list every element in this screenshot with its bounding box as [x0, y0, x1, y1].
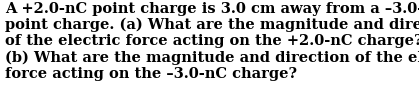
Text: A +2.0-nC point charge is 3.0 cm away from a –3.0-nC
point charge. (a) What are : A +2.0-nC point charge is 3.0 cm away fr… [5, 2, 419, 81]
